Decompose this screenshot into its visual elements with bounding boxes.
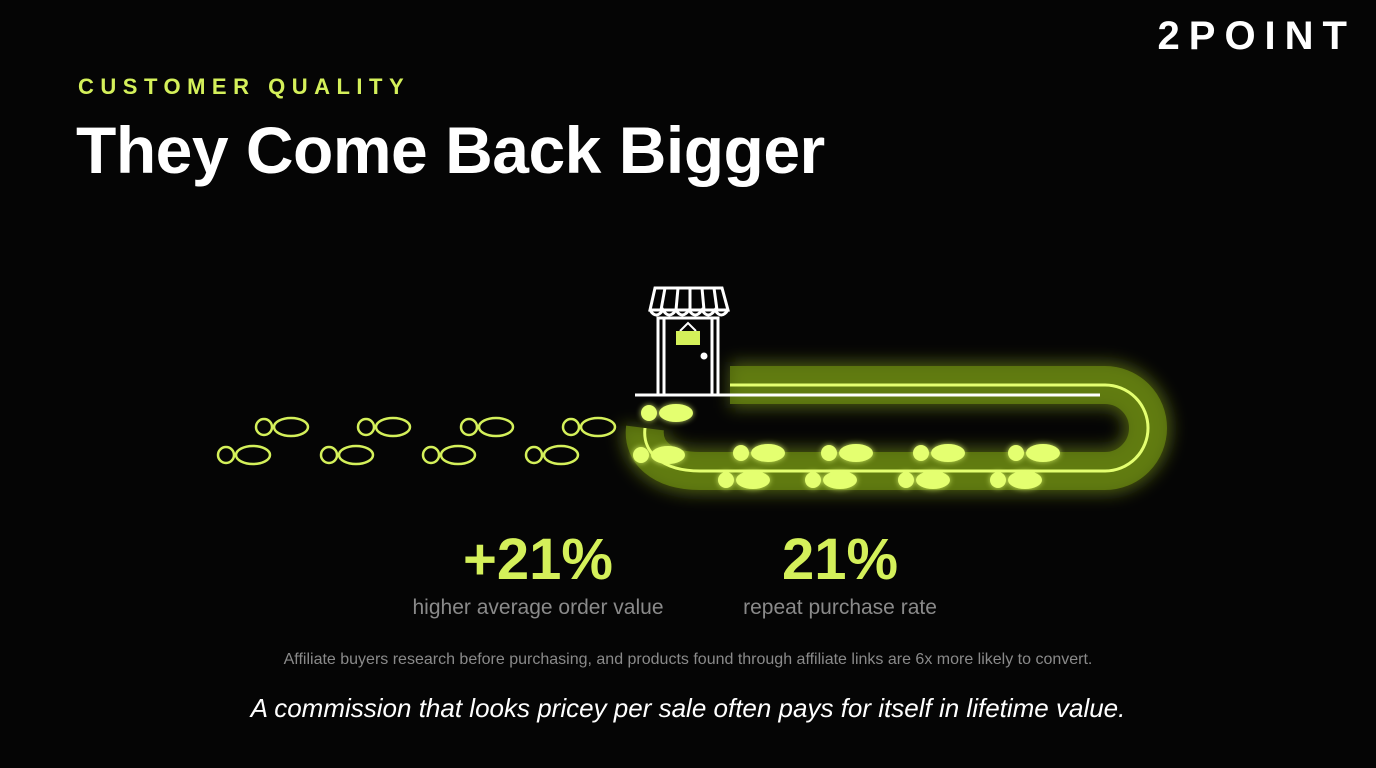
stat: +21% higher average order value [358, 528, 718, 620]
brand-logo: 2POINT [1157, 14, 1356, 58]
stat-value: 21% [781, 527, 899, 592]
stat: 21% repeat purchase rate [660, 528, 1020, 620]
tagline: A commission that looks pricey per sale … [250, 693, 1126, 723]
stat-label: repeat purchase rate [743, 596, 937, 619]
outline-footprints [216, 416, 617, 466]
note: Affiliate buyers research before purchas… [283, 651, 1093, 668]
stat-label: higher average order value [412, 596, 664, 619]
slide-title: They Come Back Bigger [76, 113, 825, 187]
glow-track [621, 362, 1171, 494]
eyebrow: CUSTOMER QUALITY [78, 74, 411, 99]
shop [635, 286, 1100, 397]
stat-value: +21% [463, 527, 613, 592]
